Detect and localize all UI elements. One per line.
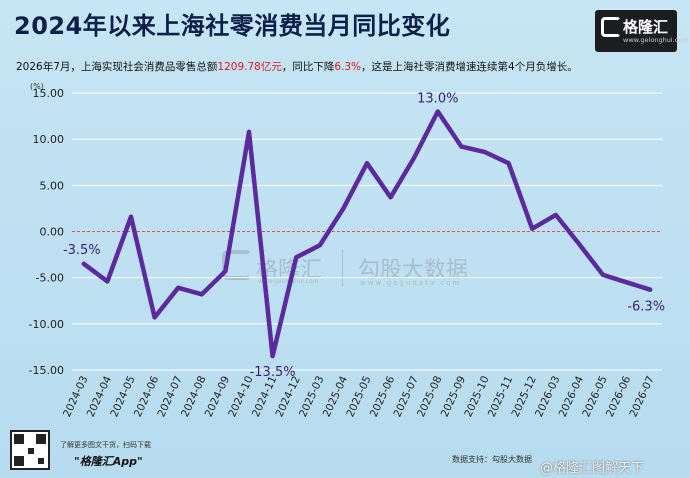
data-label: -6.3%: [627, 300, 665, 315]
logo-g-icon: [601, 17, 621, 37]
footer-weibo: @格隆汇图解天下: [540, 461, 645, 476]
data-label: -13.5%: [250, 365, 296, 380]
y-unit-label: (%): [30, 82, 44, 91]
subtitle-text-1: 2026年7月，上海实现社会消费品零售总额: [16, 61, 218, 73]
footer-qr-caption: 了解更多图文干货，扫码下载: [60, 441, 151, 449]
footer-source: 数据支持：勾股大数据: [452, 455, 532, 464]
series-line: [81, 109, 653, 359]
watermark-divider: [342, 250, 343, 286]
brand-logo: 格隆汇 www.gelonghui.com: [595, 10, 689, 52]
subtitle-value-rate: 6.3%: [334, 61, 362, 73]
y-tick-label: 15.00: [33, 87, 65, 100]
watermark-data-brand: 勾股大数据: [358, 258, 469, 283]
y-tick-label: 10.00: [33, 133, 65, 146]
y-tick-label: -10.00: [29, 318, 64, 331]
subtitle-text-3: ，这是上海社零消费增速连续第4个月负增长。: [361, 61, 578, 73]
chart-title: 2024年以来上海社零消费当月同比变化: [14, 12, 451, 40]
y-tick-label: -5.00: [36, 272, 64, 285]
data-label: -3.5%: [63, 243, 101, 258]
y-tick-label: 0.00: [40, 226, 65, 239]
footer-app-name: "格隆汇App": [74, 455, 143, 468]
y-tick-label: -15.00: [29, 364, 64, 377]
logo-url: www.gelonghui.com: [623, 36, 689, 44]
data-label: 13.0%: [417, 91, 458, 106]
chart-subtitle: 2026年7月，上海实现社会消费品零售总额1209.78亿元，同比下降6.3%，…: [16, 59, 578, 74]
qr-code-icon: [10, 430, 50, 470]
subtitle-value-total: 1209.78亿元: [217, 61, 282, 73]
logo-name: 格隆汇: [623, 18, 669, 36]
watermark-data-url: www.gogudata.com: [360, 279, 462, 287]
subtitle-text-2: ，同比下降: [281, 61, 335, 73]
y-tick-label: 5.00: [40, 179, 65, 192]
